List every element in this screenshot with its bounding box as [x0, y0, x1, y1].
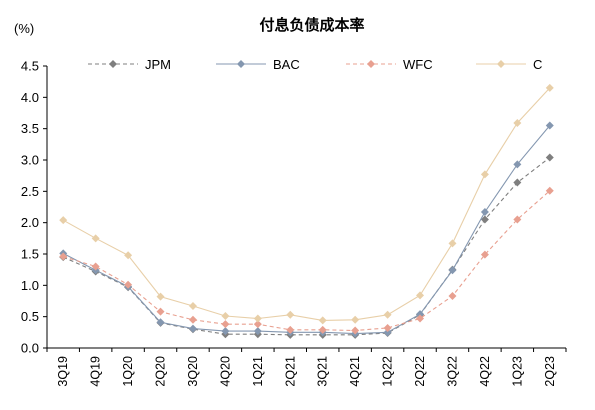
data-point [351, 315, 360, 324]
data-point [480, 170, 489, 179]
data-point [513, 119, 522, 128]
legend-item-jpm: JPM [88, 57, 171, 72]
series-c [59, 83, 554, 325]
x-tick-label: 1Q20 [121, 356, 135, 387]
data-point [188, 324, 197, 333]
legend-swatch-marker [237, 60, 245, 68]
data-point [480, 250, 489, 259]
series-bac [59, 121, 554, 338]
data-point [351, 326, 360, 335]
legend-label: WFC [403, 57, 433, 72]
data-point [448, 266, 457, 275]
y-axis: 0.0 0.5 1.0 1.5 2.0 2.5 3.0 3.5 4.0 4.5 [21, 59, 48, 356]
data-point [59, 252, 68, 261]
data-point [253, 320, 262, 329]
y-tick-label: 4.5 [21, 59, 39, 74]
data-point [416, 291, 425, 300]
series-line [62, 125, 551, 335]
data-point [156, 292, 165, 301]
y-tick-label: 2.5 [21, 184, 39, 199]
data-point [124, 280, 133, 289]
x-tick-label: 4Q19 [89, 356, 103, 387]
legend-item-c: C [476, 57, 542, 72]
x-tick-label: 1Q23 [510, 356, 524, 387]
data-point [221, 320, 230, 329]
x-tick-label: 3Q21 [316, 356, 330, 387]
x-tick-label: 4Q20 [218, 356, 232, 387]
data-point [318, 325, 327, 334]
data-point [448, 239, 457, 248]
data-point [416, 314, 425, 323]
x-tick-label: 2Q23 [543, 356, 557, 387]
y-tick-label: 0.0 [21, 341, 39, 356]
series-jpm [59, 153, 554, 339]
data-point [286, 325, 295, 334]
data-point [480, 215, 489, 224]
data-point [156, 307, 165, 316]
x-tick-label: 4Q21 [348, 356, 362, 387]
y-tick-label: 2.0 [21, 215, 39, 230]
plot-area [59, 83, 554, 339]
data-point [253, 314, 262, 323]
legend: JPM BAC WFC C [88, 57, 542, 72]
legend-swatch-marker [109, 60, 117, 68]
x-tick-label: 1Q21 [251, 356, 265, 387]
legend-label: BAC [273, 57, 300, 72]
y-tick-label: 0.5 [21, 309, 39, 324]
series-wfc [59, 186, 554, 335]
series-line [62, 157, 551, 336]
y-tick-label: 1.5 [21, 247, 39, 262]
series-line [62, 87, 551, 321]
legend-label: C [533, 57, 542, 72]
data-point [383, 310, 392, 319]
series-line [63, 190, 551, 332]
x-tick-label: 2Q22 [413, 356, 427, 387]
data-point [124, 251, 133, 260]
legend-label: JPM [145, 57, 171, 72]
data-point [545, 153, 554, 162]
legend-swatch-marker [497, 60, 505, 68]
y-unit-label: (%) [14, 21, 34, 36]
legend-item-bac: BAC [216, 57, 300, 72]
x-tick-label: 2Q21 [283, 356, 297, 387]
data-point [416, 310, 425, 319]
y-tick-label: 3.0 [21, 153, 39, 168]
y-tick-label: 1.0 [21, 278, 39, 293]
chart-title: 付息负债成本率 [259, 16, 364, 34]
x-tick-label: 3Q19 [56, 356, 70, 387]
y-tick-label: 4.0 [21, 90, 39, 105]
data-point [253, 327, 262, 336]
data-point [91, 234, 100, 243]
x-tick-label: 2Q20 [154, 356, 168, 387]
data-point [480, 208, 489, 217]
legend-item-wfc: WFC [346, 57, 433, 72]
legend-swatch-marker [367, 60, 375, 68]
data-point [513, 178, 522, 187]
data-point [513, 160, 522, 169]
x-axis: 3Q19 4Q19 1Q20 2Q20 3Q20 4Q20 1Q21 2Q21 3Q21 4Q21… [46, 347, 567, 387]
x-tick-label: 4Q22 [478, 356, 492, 387]
data-point [383, 328, 392, 337]
data-point [221, 327, 230, 336]
data-point [221, 312, 230, 321]
y-tick-label: 3.5 [21, 121, 39, 136]
x-tick-label: 3Q20 [186, 356, 200, 387]
data-point [545, 83, 554, 92]
data-point [318, 316, 327, 325]
data-point [383, 323, 392, 332]
x-tick-label: 1Q22 [381, 356, 395, 387]
data-point [545, 121, 554, 130]
data-point [59, 216, 68, 225]
data-point [545, 186, 554, 195]
data-point [188, 315, 197, 324]
data-point [156, 318, 165, 327]
data-point [188, 302, 197, 311]
data-point [513, 215, 522, 224]
data-point [286, 310, 295, 319]
data-point [448, 291, 457, 300]
x-tick-label: 3Q22 [445, 356, 459, 387]
data-point [91, 262, 100, 271]
